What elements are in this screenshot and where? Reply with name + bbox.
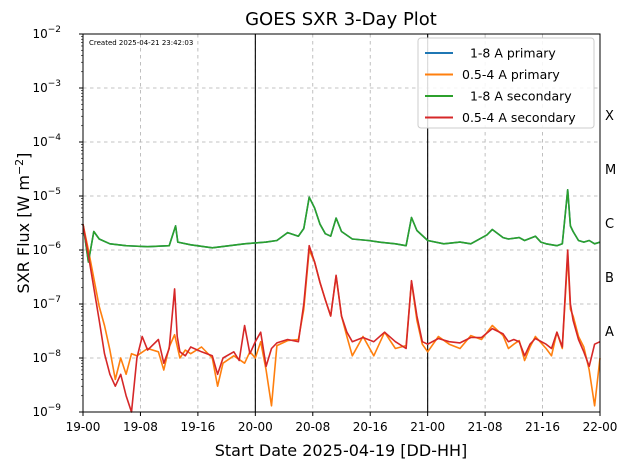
x-tick-label: 20-08: [295, 420, 330, 434]
flare-class-labels: A B C M X: [605, 109, 616, 340]
flare-class-label: A: [605, 325, 614, 340]
legend-box: [417, 37, 595, 129]
plot-frame: [82, 33, 601, 413]
y-axis-label: SXR Flux [W m−2]: [13, 153, 33, 294]
y-tick-label: 10−4: [32, 133, 61, 149]
x-tick-label: 21-00: [410, 420, 445, 434]
y-axis-ticks: 10−9 10−8 10−7 10−6 10−5 10−4 10−3 10−2: [32, 25, 83, 419]
flare-class-label: M: [605, 163, 616, 178]
series-lines: [82, 189, 601, 413]
x-tick-label: 19-16: [180, 420, 215, 434]
legend: 1-8 A primary 0.5-4 A primary 1-8 A secon…: [417, 37, 595, 129]
legend-label: 1-8 A secondary: [462, 89, 572, 104]
flare-class-label: B: [605, 271, 614, 286]
x-tick-label: 22-00: [583, 420, 618, 434]
x-tick-label: 19-08: [123, 420, 158, 434]
flare-class-label: X: [605, 109, 614, 124]
series-line-3: [82, 224, 601, 413]
y-tick-label: 10−2: [32, 25, 61, 41]
y-tick-label: 10−8: [32, 349, 61, 365]
x-axis-ticks: 19-00 19-08 19-16 20-00 20-08 20-16 21-00 21-08…: [66, 412, 618, 434]
x-tick-label: 21-08: [468, 420, 503, 434]
y-tick-label: 10−6: [32, 241, 61, 257]
x-tick-label: 20-16: [353, 420, 388, 434]
legend-label: 1-8 A primary: [462, 46, 556, 61]
y-tick-label: 10−5: [32, 187, 61, 203]
y-axis-label-exponent: −2: [13, 159, 26, 175]
y-axis-label-end: ]: [14, 153, 33, 159]
series-line-2: [82, 189, 601, 263]
x-tick-label: 19-00: [66, 420, 101, 434]
y-axis-label-main: SXR Flux [W m: [14, 175, 33, 293]
legend-label: 0.5-4 A primary: [462, 67, 560, 82]
x-tick-label: 21-16: [525, 420, 560, 434]
created-timestamp: Created 2025-04-21 23:42:03: [89, 39, 193, 47]
y-tick-label: 10−3: [32, 79, 61, 95]
chart-title: GOES SXR 3-Day Plot: [245, 9, 437, 30]
flare-class-label: C: [605, 217, 614, 232]
x-axis-label: Start Date 2025-04-19 [DD-HH]: [215, 441, 468, 460]
legend-label: 0.5-4 A secondary: [462, 110, 576, 125]
y-tick-label: 10−9: [32, 403, 61, 419]
y-tick-label: 10−7: [32, 295, 61, 311]
x-tick-label: 20-00: [238, 420, 273, 434]
